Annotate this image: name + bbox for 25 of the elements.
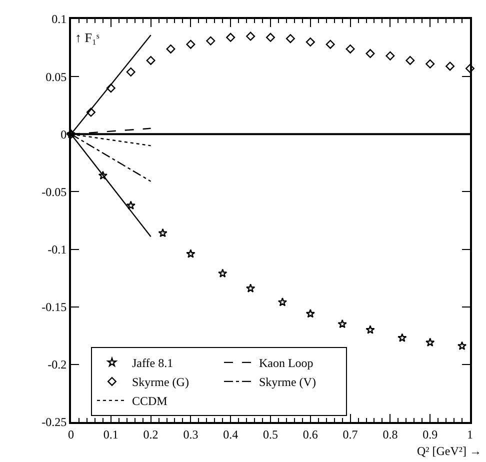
y-tick-label: 0 [60,127,67,142]
y-tick-label: 0.05 [46,70,67,84]
x-tick-label: 0.9 [422,427,438,442]
x-tick-label: 0.2 [143,427,158,442]
y-tick-label: -0.05 [42,184,67,199]
y-tick-label: 0.1 [52,12,67,26]
x-tick-label: 0.3 [183,427,198,442]
x-tick-label: 0.7 [342,427,358,442]
x-tick-label: 0.5 [263,427,278,442]
y-axis-title: ↑ F₁ˢ [75,30,100,45]
x-tick-label: 0.6 [302,427,318,442]
legend-label: Skyrme (V) [258,375,316,390]
x-tick-label: 0.4 [223,427,238,442]
x-tick-label: 0.8 [382,427,398,442]
y-tick-label: -0.2 [48,358,67,372]
y-tick-label: -0.1 [48,242,67,256]
legend-label: Skyrme (G) [132,375,189,390]
legend-label: CCDM [132,394,168,408]
legend-label: Jaffe 8.1 [132,356,174,370]
legend-label: Kaon Loop [258,356,314,370]
x-tick-label: 1 [467,427,473,442]
x-axis-title: Q² [GeV²] → [417,444,482,458]
y-tick-label: -0.25 [42,415,67,430]
y-tick-label: -0.15 [42,300,67,314]
x-tick-label: 0.1 [103,427,118,442]
